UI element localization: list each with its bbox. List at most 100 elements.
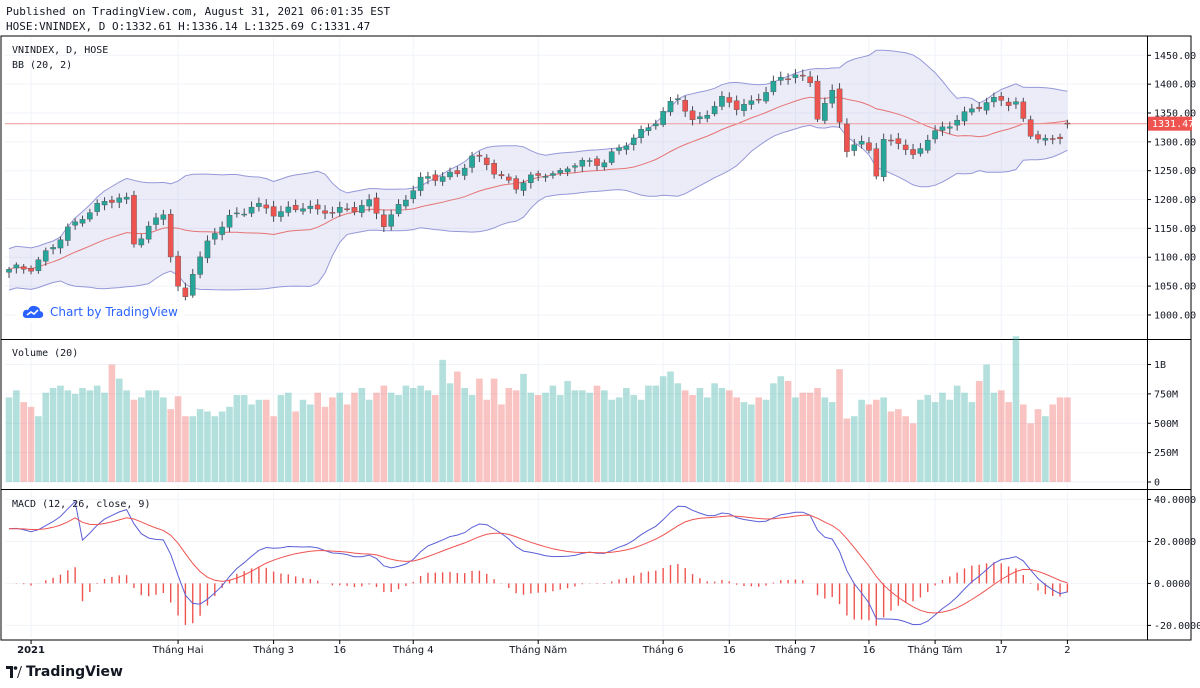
candle-body — [35, 259, 42, 271]
volume-bar — [586, 392, 593, 482]
candle-body — [145, 225, 152, 240]
volume-bar — [873, 399, 880, 482]
candle-body — [976, 106, 982, 109]
candle-body — [109, 199, 115, 203]
volume-bar — [270, 416, 277, 482]
volume-bar — [174, 396, 182, 482]
candle-body — [1042, 138, 1049, 141]
volume-bar — [373, 392, 380, 482]
candle-body — [601, 162, 608, 168]
volume-bar — [218, 411, 226, 482]
volume-bar — [887, 411, 895, 482]
candle-body — [491, 163, 497, 175]
price-tick-label: 1050.00 — [1154, 282, 1196, 293]
volume-bar — [1005, 402, 1012, 482]
bb-legend[interactable]: BB (20, 2) — [12, 60, 73, 71]
volume-bar — [836, 369, 843, 482]
volume-bar — [57, 385, 64, 482]
volume-bar — [71, 393, 79, 482]
volume-bar — [343, 404, 351, 482]
time-tick-label: Tháng Hai — [152, 644, 204, 656]
candle-body — [586, 160, 593, 162]
candle-body — [594, 158, 600, 166]
candle-body — [182, 287, 189, 297]
candle-body — [101, 201, 108, 206]
volume-bar — [365, 399, 373, 482]
volume-bar — [917, 399, 924, 482]
volume-bar — [211, 416, 219, 482]
volume-bar — [380, 385, 388, 482]
tradingview-logo[interactable]: TradingView — [6, 664, 123, 680]
volume-bar — [182, 416, 189, 482]
candle-body — [682, 100, 688, 112]
volume-bar — [321, 406, 329, 482]
volume-bar — [652, 385, 660, 482]
candle-body — [322, 210, 328, 214]
candle-body — [373, 197, 380, 214]
candle-body — [748, 100, 755, 105]
volume-bar — [542, 392, 549, 482]
volume-bar — [953, 385, 961, 482]
candle-body — [873, 148, 880, 177]
last-price-label: 1331.47 — [1152, 119, 1194, 130]
candle-body — [961, 111, 968, 122]
candle-body — [314, 204, 321, 210]
time-tick-label: Tháng Năm — [508, 644, 567, 656]
candle-body — [822, 103, 828, 121]
candle-body — [447, 171, 453, 178]
volume-bar — [505, 388, 513, 482]
candle-body — [498, 174, 505, 177]
volume-bar — [395, 395, 402, 482]
volume-bar — [527, 392, 535, 482]
volume-bar — [27, 406, 35, 482]
time-tick-label: Tháng 3 — [252, 644, 294, 656]
volume-bar — [931, 402, 939, 482]
price-tick-label: 1300.00 — [1154, 137, 1196, 148]
volume-bar — [512, 390, 520, 482]
candle-body — [902, 144, 909, 150]
candle-body — [351, 207, 358, 213]
candle-body — [888, 139, 894, 142]
candle-body — [292, 205, 299, 211]
candle-body — [858, 141, 865, 145]
volume-bar — [329, 397, 336, 482]
candle-body — [79, 219, 86, 224]
candle-body — [336, 207, 343, 213]
volume-bar — [689, 395, 696, 482]
candle-body — [1027, 119, 1034, 137]
candle-body — [300, 208, 306, 212]
candle-body — [417, 176, 424, 191]
volume-bar — [255, 399, 263, 482]
tradingview-watermark[interactable]: Chart by TradingView — [16, 302, 184, 322]
candle-body — [535, 173, 541, 176]
symbol-legend[interactable]: VNINDEX, D, HOSE — [12, 45, 109, 56]
candle-body — [226, 215, 233, 228]
bb-upper-line — [8, 49, 1068, 250]
candle-body — [785, 78, 791, 81]
volume-bar — [703, 397, 711, 482]
volume-bar — [593, 385, 601, 482]
candle-body — [270, 206, 277, 217]
volume-bar — [968, 402, 976, 482]
volume-bar — [262, 399, 270, 482]
candle-body — [623, 145, 630, 150]
last-price-tag — [1148, 116, 1192, 131]
candle-body — [836, 88, 843, 123]
volume-bar — [498, 404, 505, 482]
volume-legend[interactable]: Volume (20) — [12, 348, 79, 359]
candle-body — [476, 154, 483, 157]
price-tick-label: 1150.00 — [1154, 224, 1196, 235]
macd-legend[interactable]: MACD (12, 26, close, 9) — [12, 499, 151, 510]
candle-body — [1035, 134, 1041, 140]
candle-body — [520, 182, 527, 191]
volume-bar — [358, 388, 366, 482]
volume-bar — [204, 411, 211, 482]
candle-body — [211, 233, 218, 240]
volume-bar — [799, 392, 807, 482]
candle-body — [983, 102, 990, 111]
volume-bar — [1027, 423, 1034, 482]
volume-bar — [814, 388, 821, 482]
volume-bar — [64, 390, 72, 482]
candle-body — [131, 195, 137, 245]
